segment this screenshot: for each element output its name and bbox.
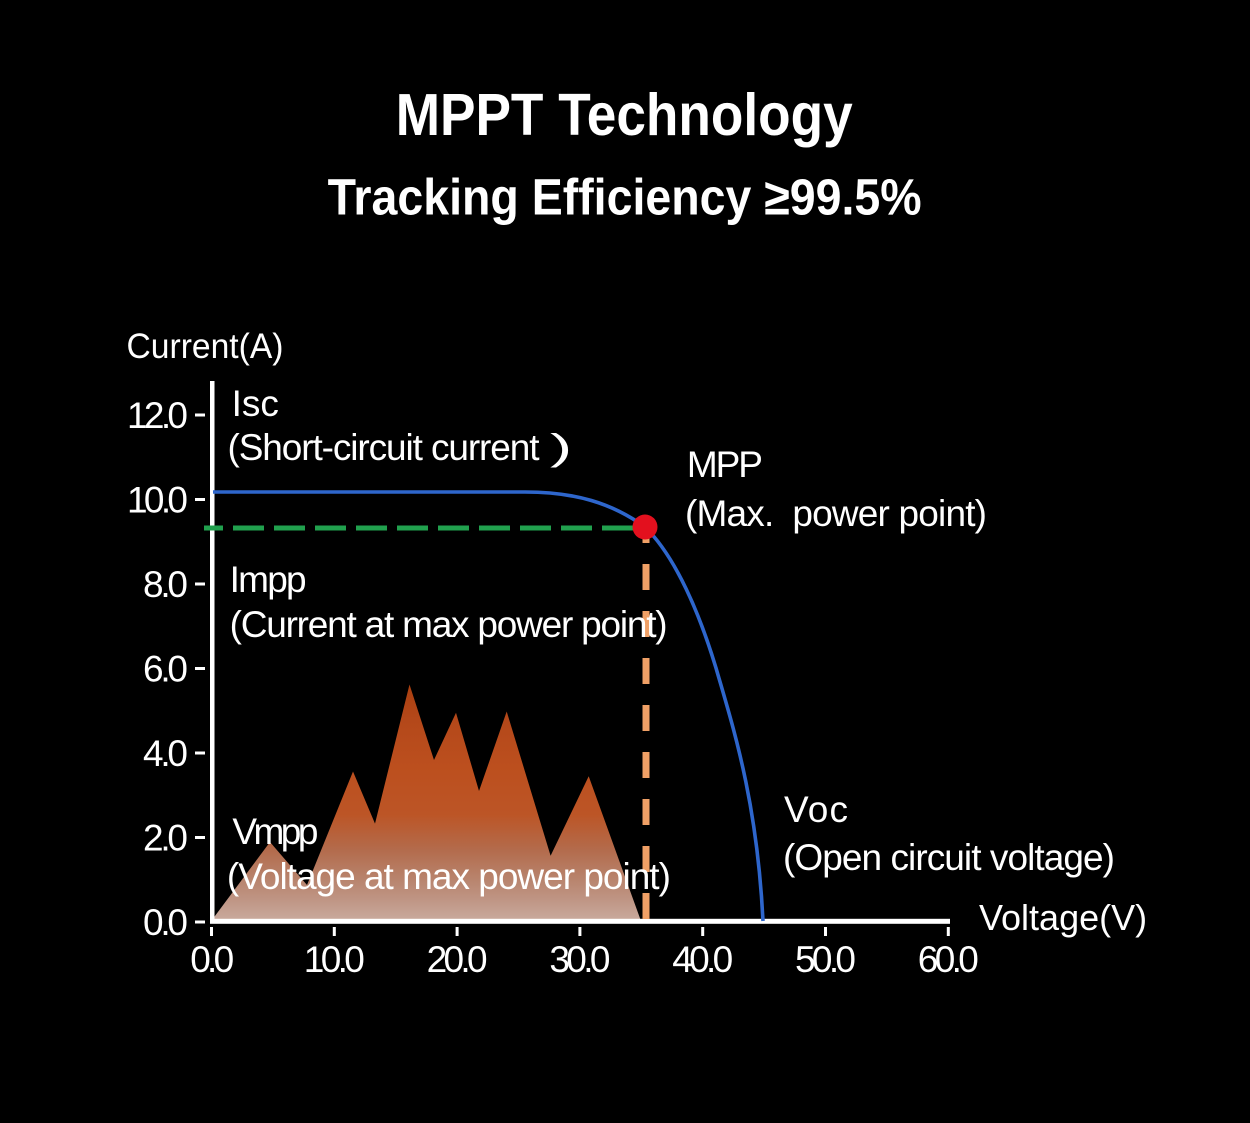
svg-text:12.0: 12.0	[127, 395, 188, 436]
svg-text:Impp: Impp	[230, 559, 307, 600]
svg-text:20.0: 20.0	[427, 939, 488, 980]
svg-text:50.0: 50.0	[795, 939, 856, 980]
svg-text:0.0: 0.0	[190, 939, 234, 980]
svg-text:Isc: Isc	[232, 383, 279, 424]
svg-text:Tracking Efficiency ≥99.5%: Tracking Efficiency ≥99.5%	[328, 168, 922, 225]
svg-text:4.0: 4.0	[143, 733, 188, 774]
svg-text:30.0: 30.0	[549, 939, 610, 980]
svg-text:Voltage(V): Voltage(V)	[979, 897, 1147, 938]
svg-text:6.0: 6.0	[143, 649, 188, 690]
svg-text:(Max. power point): (Max. power point)	[685, 493, 987, 534]
svg-text:10.0: 10.0	[304, 939, 365, 980]
svg-text:): )	[550, 427, 572, 468]
svg-text:Vmpp: Vmpp	[232, 811, 318, 852]
svg-text:(Short-circuit current: (Short-circuit current	[228, 427, 541, 468]
svg-text:MPPT Technology: MPPT Technology	[396, 81, 853, 148]
svg-text:(Open circuit voltage): (Open circuit voltage)	[783, 837, 1115, 878]
svg-text:40.0: 40.0	[672, 939, 733, 980]
svg-text:(Voltage at max power point): (Voltage at max power point)	[227, 856, 671, 897]
svg-text:Current(A): Current(A)	[127, 327, 284, 366]
svg-text:MPP: MPP	[687, 444, 763, 485]
svg-text:10.0: 10.0	[127, 480, 188, 521]
svg-text:(Current at max power point): (Current at max power point)	[230, 604, 668, 645]
svg-text:60.0: 60.0	[918, 939, 979, 980]
svg-text:0.0: 0.0	[143, 902, 188, 943]
svg-text:8.0: 8.0	[143, 564, 188, 605]
svg-text:Voc: Voc	[784, 789, 848, 830]
svg-text:2.0: 2.0	[143, 818, 188, 859]
